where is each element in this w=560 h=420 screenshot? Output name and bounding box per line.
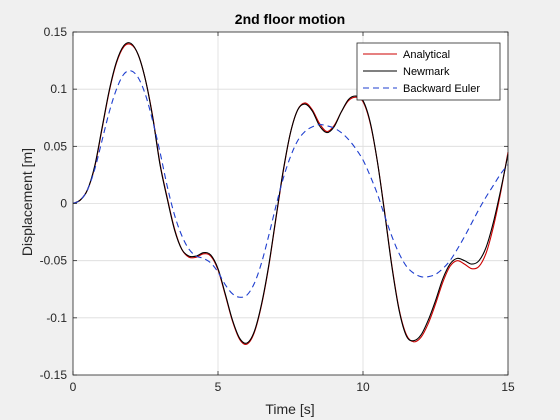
y-tick-label: -0.1 — [46, 311, 67, 325]
x-tick-label: 15 — [501, 380, 515, 394]
axis-ticks — [72, 31, 509, 376]
y-tick-label: 0.05 — [44, 139, 68, 153]
y-tick-label: 0.1 — [50, 82, 67, 96]
y-axis-label: Displacement [m] — [19, 148, 35, 256]
legend-label: Backward Euler — [403, 83, 480, 95]
x-tick-label: 10 — [356, 380, 370, 394]
legend: Analytical Newmark Backward Euler — [356, 42, 501, 101]
x-tick-label: 5 — [215, 380, 222, 394]
y-tick-label: -0.05 — [40, 254, 68, 268]
y-tick-label: 0 — [60, 197, 67, 211]
series-line-newmark — [72, 42, 509, 344]
legend-label: Analytical — [403, 49, 450, 61]
y-tick-label: -0.15 — [40, 368, 68, 382]
x-axis-label: Time [s] — [265, 401, 314, 417]
chart-title: 2nd floor motion — [235, 11, 345, 27]
series-lines — [72, 42, 509, 345]
legend-label: Newmark — [403, 66, 450, 78]
x-tick-label: 0 — [70, 380, 77, 394]
tick-labels: 0 5 10 15 -0.15 -0.1 -0.05 0 0.05 0.1 0.15 — [40, 25, 515, 394]
y-tick-label: 0.15 — [44, 25, 68, 39]
